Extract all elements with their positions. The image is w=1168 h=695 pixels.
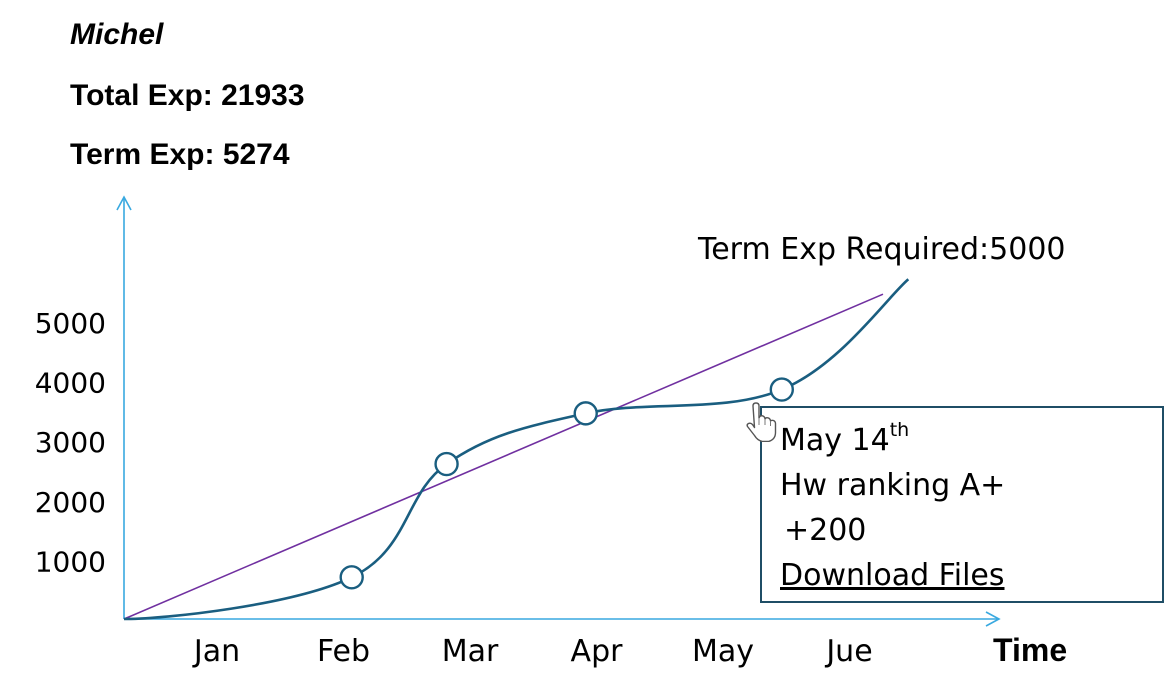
y-axis-arrow — [116, 195, 132, 211]
target-label: Term Exp Required:5000 — [697, 232, 1066, 267]
x-axis-arrow — [985, 611, 1001, 627]
event-tooltip: May 14th Hw ranking A+ +200 Download Fil… — [760, 406, 1164, 603]
tooltip-points: +200 — [784, 513, 867, 548]
x-tick-label: Apr — [571, 634, 624, 669]
term-exp: Term Exp: 5274 — [70, 138, 290, 171]
x-tick-label: May — [692, 634, 754, 669]
target-line — [123, 293, 884, 620]
y-tick-label: 3000 — [35, 426, 106, 459]
data-point-marker — [769, 377, 794, 402]
hand-pointer-icon — [746, 402, 777, 442]
x-tick-label: Mar — [442, 634, 499, 669]
total-exp: Total Exp: 21933 — [70, 79, 305, 112]
tooltip-date-main: May 14 — [780, 423, 890, 458]
x-axis-title: Time — [993, 632, 1067, 668]
x-tick-label: Jan — [192, 634, 240, 669]
y-tick-label: 5000 — [35, 307, 106, 340]
x-tick-label: Jue — [824, 634, 872, 669]
tooltip-event: Hw ranking A+ — [780, 468, 1006, 503]
progress-line — [123, 278, 910, 621]
y-tick-label: 2000 — [35, 486, 106, 519]
chart-markers — [339, 377, 794, 590]
data-point-marker — [573, 401, 598, 426]
data-point-marker — [434, 451, 459, 477]
y-tick-label: 4000 — [35, 367, 106, 400]
student-name: Michel — [70, 18, 164, 51]
x-tick-label: Feb — [317, 634, 370, 669]
chart-axes — [116, 195, 1001, 627]
tooltip-date-suffix: th — [889, 419, 910, 441]
y-axis-ticks: 1000 2000 3000 4000 5000 — [35, 307, 106, 578]
y-tick-label: 1000 — [35, 545, 106, 578]
download-files-link[interactable]: Download Files — [780, 558, 1005, 593]
data-point-marker — [339, 565, 364, 590]
chart-lines — [123, 278, 910, 621]
x-axis-ticks: Jan Feb Mar Apr May Jue — [192, 634, 873, 669]
tooltip-date: May 14th — [780, 418, 1162, 463]
